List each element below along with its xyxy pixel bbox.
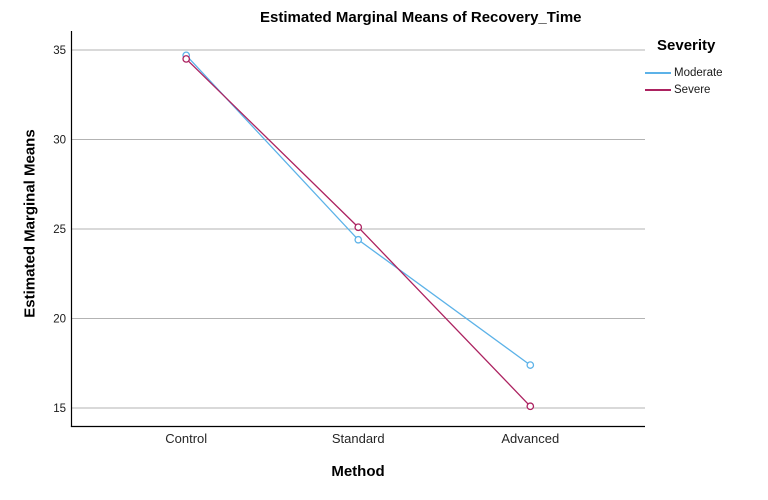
x-tick-label-advanced: Advanced: [501, 431, 559, 446]
legend-title: Severity: [657, 37, 716, 54]
legend-line-swatch: [645, 88, 671, 91]
x-axis-title: Method: [331, 463, 385, 480]
chart-title: Estimated Marginal Means of Recovery_Tim…: [260, 9, 582, 26]
y-tick-label-25: 25: [53, 224, 66, 236]
marker-moderate-standard: [354, 235, 363, 244]
marker-severe-standard: [354, 223, 363, 232]
x-tick-label-control: Control: [165, 431, 207, 446]
legend-line-swatch: [645, 71, 671, 74]
legend-entry-label: Severe: [674, 83, 711, 96]
y-tick-label-35: 35: [53, 45, 66, 57]
legend-entries: Moderate Severe: [645, 64, 765, 98]
legend-entry-severe: Severe: [645, 81, 765, 98]
marker-severe-advanced: [526, 402, 535, 411]
legend: Severity Moderate Severe: [645, 37, 765, 98]
y-tick-label-30: 30: [53, 134, 66, 146]
marker-severe-control: [182, 55, 191, 63]
y-tick-label-20: 20: [53, 314, 66, 326]
legend-entry-label: Moderate: [674, 66, 723, 79]
legend-entry-moderate: Moderate: [645, 64, 765, 81]
y-tick-label-15: 15: [53, 403, 66, 415]
x-tick-label-standard: Standard: [332, 431, 385, 446]
marker-moderate-advanced: [526, 361, 535, 369]
